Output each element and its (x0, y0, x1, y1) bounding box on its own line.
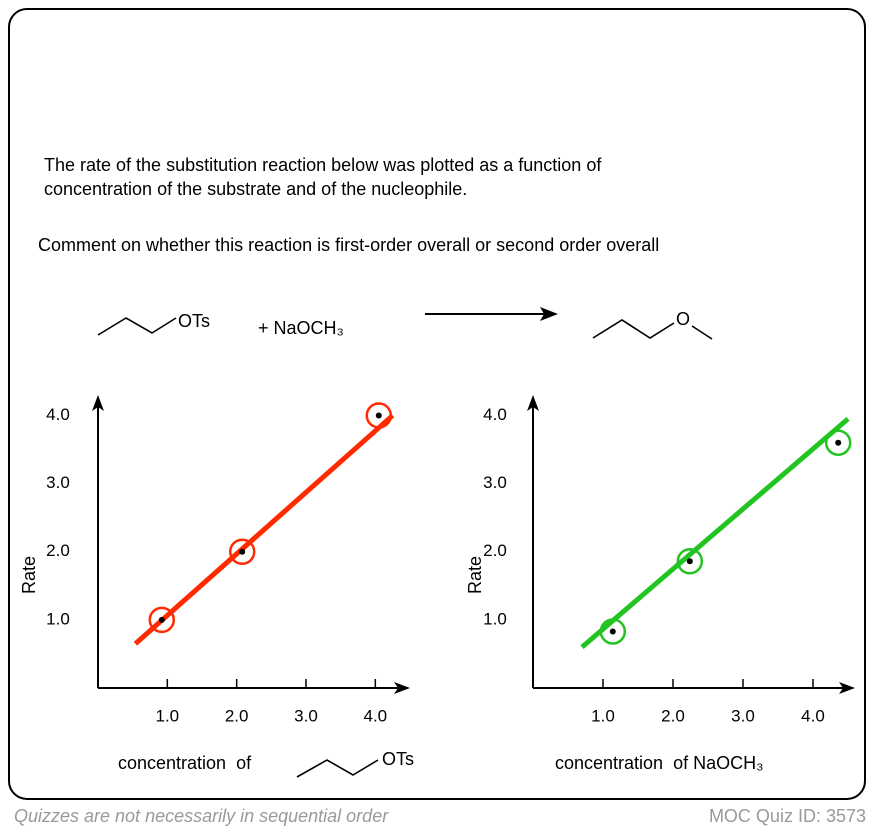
arrow-head (540, 307, 558, 321)
x-tick-label: 4.0 (364, 706, 388, 725)
point-ring (824, 429, 852, 456)
y-tick-label: 4.0 (483, 405, 507, 424)
data-point (228, 538, 256, 565)
point-dot (239, 548, 246, 555)
x-tick-label: 2.0 (225, 706, 249, 725)
point-dot (375, 412, 382, 419)
product-bonds (592, 319, 675, 339)
point-ring (676, 548, 704, 575)
point-ring (148, 606, 176, 634)
y-axis-title: Rate (19, 556, 39, 594)
product-atom: O (676, 309, 690, 329)
prompt: Comment on whether this reaction is firs… (38, 235, 659, 255)
data-point (365, 402, 393, 429)
y-tick-label: 3.0 (46, 473, 70, 492)
reagent: + NaOCH₃ (258, 318, 344, 338)
x-tick-label: 1.0 (591, 706, 615, 725)
x-axis-title-group: OTs (382, 749, 414, 769)
y-tick-label: 4.0 (46, 405, 70, 424)
point-dot (609, 628, 616, 635)
fit-line (580, 416, 850, 650)
x-axis-title: concentration of NaOCH₃ (555, 753, 763, 773)
y-axis-arrow (92, 395, 104, 411)
data-point (148, 606, 176, 634)
y-tick-label: 2.0 (46, 541, 70, 560)
y-tick-label: 1.0 (46, 609, 70, 628)
y-tick-label: 3.0 (483, 473, 507, 492)
y-axis-title: Rate (465, 556, 485, 594)
y-axis-arrow (527, 395, 539, 411)
data-point (676, 548, 704, 575)
data-point (599, 618, 627, 645)
product-bond (691, 325, 713, 340)
point-ring (599, 618, 627, 645)
point-ring (228, 538, 256, 565)
x-axis-title: concentration of (118, 753, 252, 773)
footer-note: Quizzes are not necessarily in sequentia… (14, 806, 389, 826)
point-dot (158, 616, 165, 623)
y-tick-label: 1.0 (483, 609, 507, 628)
card-border (8, 8, 866, 800)
question-line: The rate of the substitution reaction be… (44, 155, 602, 175)
quiz-id: MOC Quiz ID: 3573 (709, 806, 866, 826)
point-dot (686, 558, 693, 565)
fit-line (133, 413, 395, 646)
point-dot (835, 439, 842, 446)
point-ring (365, 402, 393, 429)
x-tick-label: 3.0 (731, 706, 755, 725)
x-tick-label: 1.0 (156, 706, 180, 725)
x-axis-arrow (839, 682, 855, 694)
x-tick-label: 3.0 (294, 706, 318, 725)
axis-molecule-bonds (296, 759, 379, 778)
question-line: concentration of the substrate and of th… (44, 179, 467, 199)
x-axis-arrow (394, 682, 410, 694)
substrate-group: OTs (178, 311, 210, 331)
y-tick-label: 2.0 (483, 541, 507, 560)
x-tick-label: 2.0 (661, 706, 685, 725)
substrate-bonds (97, 317, 177, 336)
data-point (824, 429, 852, 456)
x-tick-label: 4.0 (801, 706, 825, 725)
